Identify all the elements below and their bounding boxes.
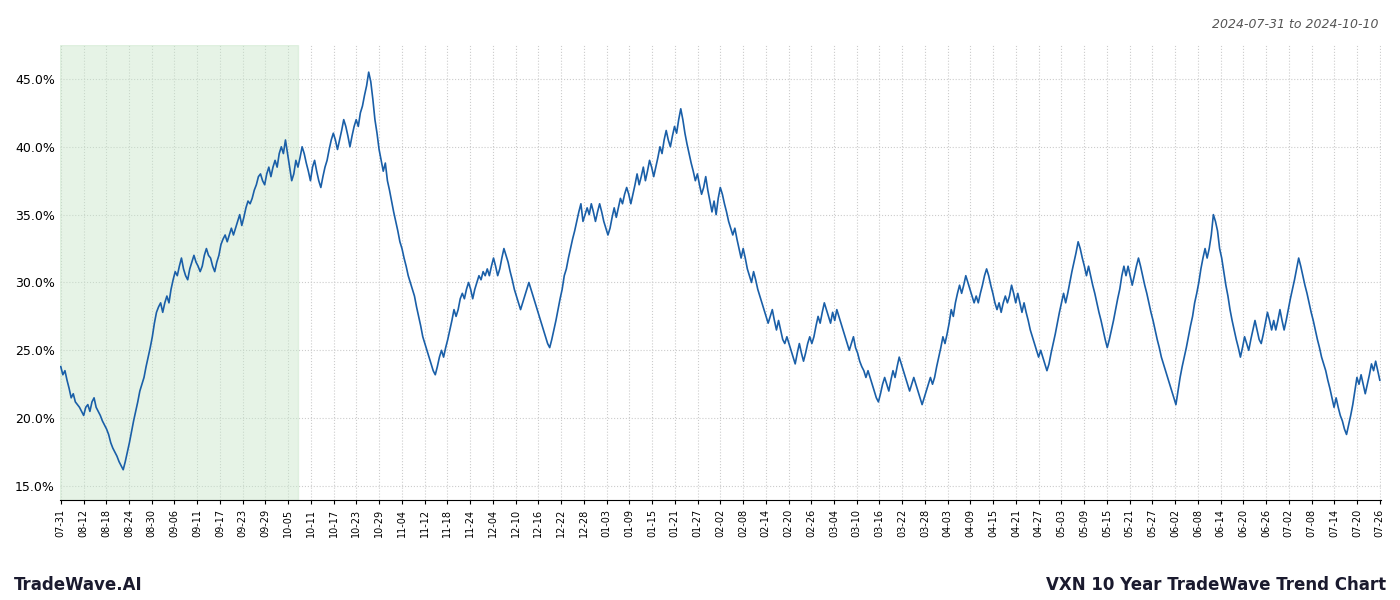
- Text: VXN 10 Year TradeWave Trend Chart: VXN 10 Year TradeWave Trend Chart: [1046, 576, 1386, 594]
- Text: TradeWave.AI: TradeWave.AI: [14, 576, 143, 594]
- Text: 2024-07-31 to 2024-10-10: 2024-07-31 to 2024-10-10: [1212, 18, 1379, 31]
- Bar: [60, 45, 298, 500]
